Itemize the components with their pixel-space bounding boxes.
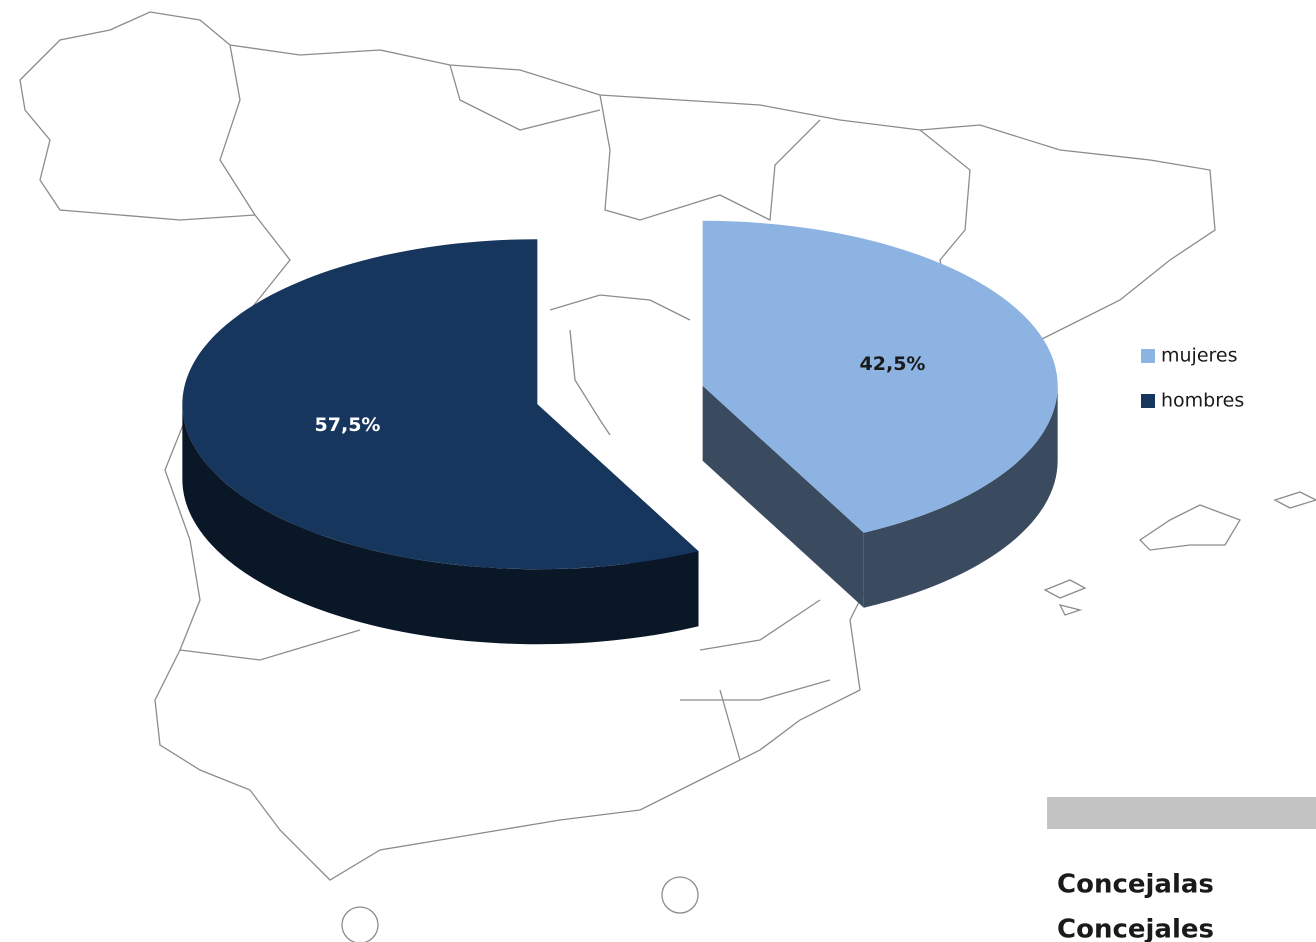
data-label: 42,5% xyxy=(860,353,926,375)
slice-cut-face xyxy=(702,385,864,608)
data-label: 57,5% xyxy=(315,414,381,436)
legend-label: hombres xyxy=(1161,390,1244,412)
slice-wall xyxy=(182,404,699,645)
legend-swatch xyxy=(1141,394,1155,408)
legend-swatch xyxy=(1141,349,1155,363)
pie-tops xyxy=(182,220,1058,570)
slice-top xyxy=(182,239,699,570)
map-island xyxy=(661,876,699,914)
gray-bar xyxy=(1047,797,1316,829)
map-island xyxy=(1043,491,1316,616)
legend-label: mujeres xyxy=(1161,345,1238,367)
pie-walls xyxy=(182,385,1058,645)
map-island xyxy=(341,906,379,942)
annotation: Concejalas xyxy=(1057,870,1214,900)
annotation: Concejales xyxy=(1057,915,1214,942)
slice-top xyxy=(702,220,1058,533)
slice-wall xyxy=(863,385,1058,608)
map-region-lines xyxy=(179,44,971,761)
